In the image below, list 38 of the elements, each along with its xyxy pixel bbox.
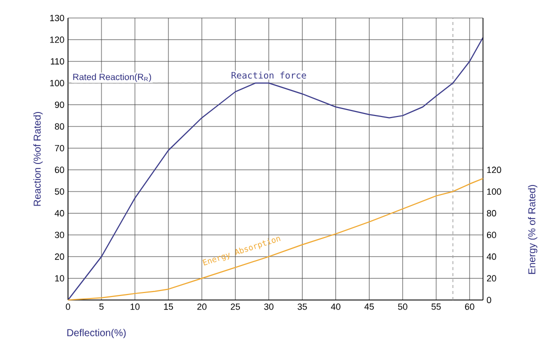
- x-tick-label: 10: [130, 304, 140, 310]
- x-tick-label: 35: [298, 304, 307, 310]
- x-tick-label: 55: [432, 304, 441, 310]
- x-tick-label: 50: [398, 304, 408, 310]
- y2-tick-label: 40: [486, 253, 496, 260]
- y-tick-label: 40: [54, 210, 64, 216]
- x-axis-title: Deflection(%): [67, 328, 126, 338]
- y-tick-label: 80: [54, 123, 64, 130]
- y2-tick-label: 60: [486, 232, 496, 238]
- y2-tick-label: 0: [486, 296, 492, 304]
- y-tick-label: 30: [54, 232, 64, 238]
- y-tick-label: 120: [50, 36, 64, 43]
- y-tick-label: 110: [50, 58, 64, 65]
- y-tick-label: 130: [50, 14, 64, 22]
- x-tick-label: 15: [164, 304, 174, 310]
- y2-tick-label: 100: [487, 188, 502, 195]
- y-tick-label: 70: [54, 144, 64, 152]
- y2-tick-label: 80: [486, 210, 496, 216]
- x-tick-label: 40: [330, 304, 340, 310]
- y2-tick-label: 20: [486, 275, 496, 282]
- x-tick-label: 20: [197, 304, 207, 310]
- x-tick-label: 60: [465, 304, 474, 310]
- y2-tick-label: 120: [487, 166, 502, 174]
- x-tick-label: 5: [99, 304, 104, 310]
- y-tick-label: 20: [54, 253, 64, 260]
- x-tick-label: 25: [230, 304, 240, 310]
- y-tick-label: 90: [54, 102, 64, 108]
- y-tick-label: 100: [50, 80, 64, 86]
- y-tick-label: 10: [55, 275, 64, 282]
- y-axis-title: Reaction (%of Rated): [33, 112, 43, 206]
- ref-line-label: Rated Reaction(R$_{R}$): [73, 74, 152, 82]
- y-tick-label: 60: [54, 166, 64, 174]
- x-tick-label: 45: [364, 304, 374, 310]
- x-tick-label: 30: [264, 304, 274, 310]
- series-label: Reaction force: [232, 72, 306, 79]
- y2-axis-title: Energy (% of Rated): [528, 185, 538, 274]
- x-tick-label: 0: [66, 304, 70, 310]
- y-tick-label: 50: [54, 188, 64, 195]
